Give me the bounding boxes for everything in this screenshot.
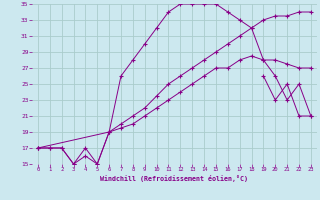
- X-axis label: Windchill (Refroidissement éolien,°C): Windchill (Refroidissement éolien,°C): [100, 175, 248, 182]
